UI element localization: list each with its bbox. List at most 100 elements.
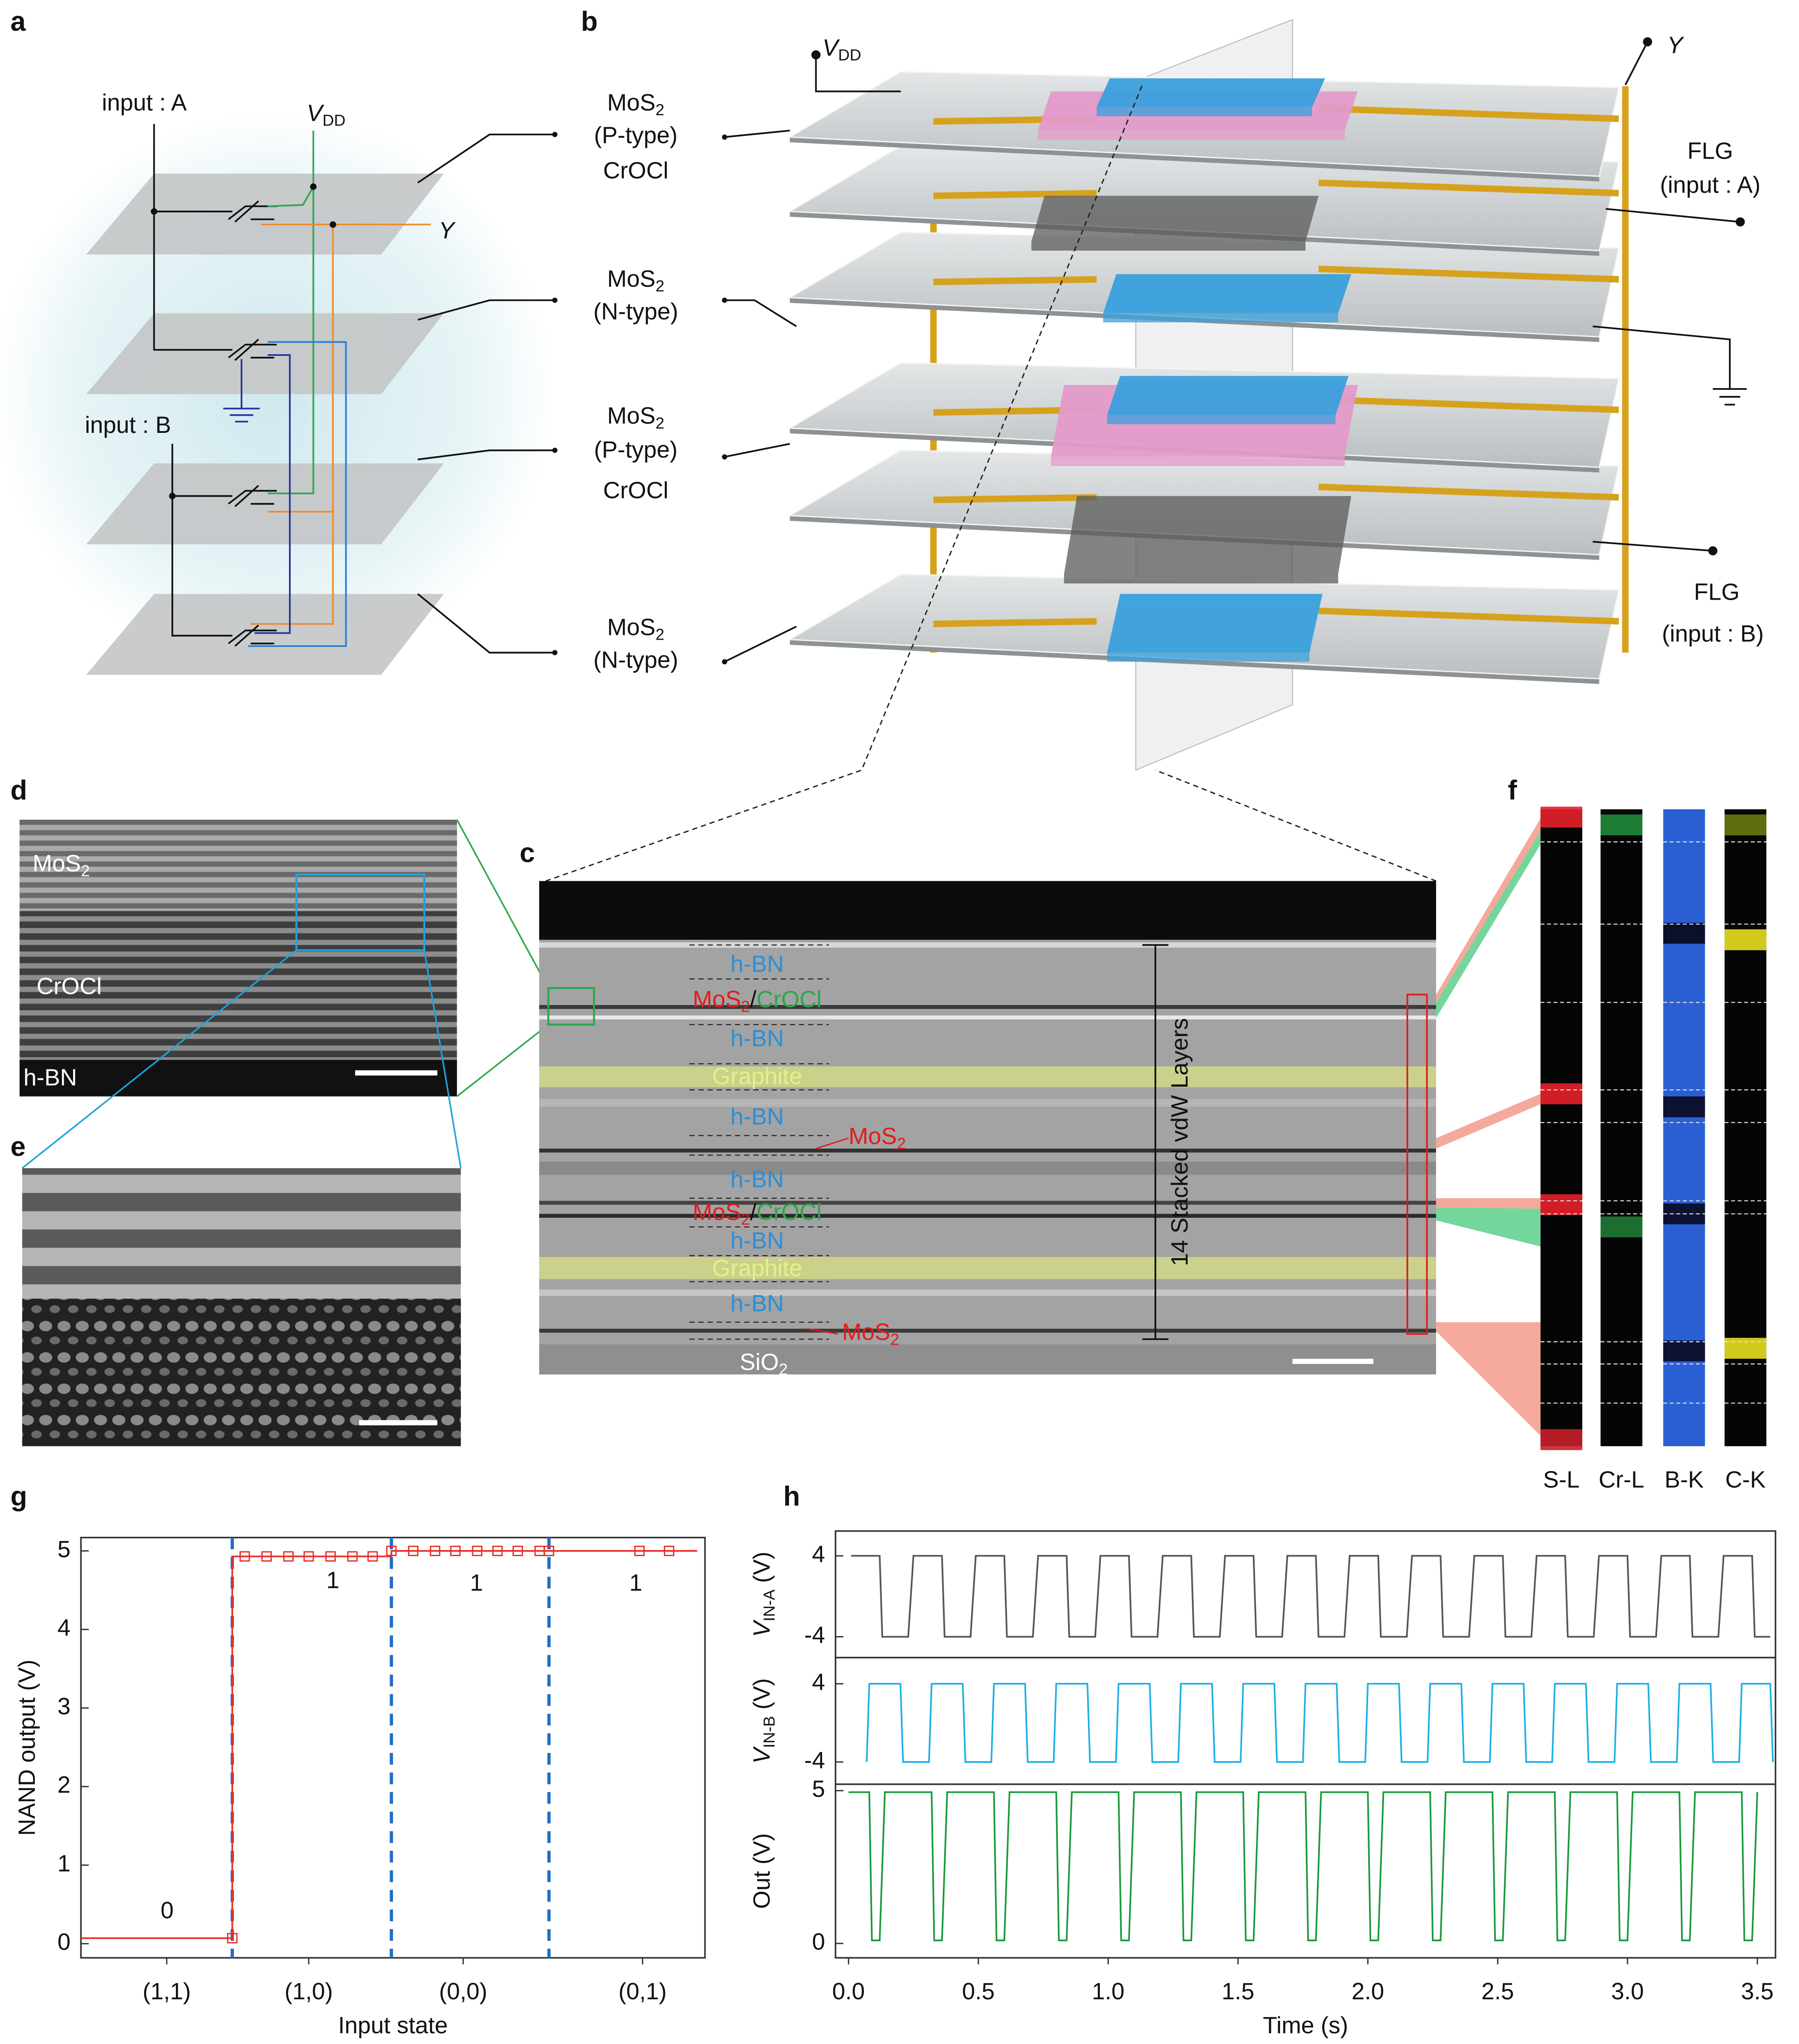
text-part: (P-type) xyxy=(594,122,678,148)
text-main: V xyxy=(307,100,325,126)
label: MoS2 xyxy=(842,1319,899,1348)
data-point xyxy=(227,1933,238,1943)
annotation: 1 xyxy=(326,1567,339,1594)
text-part: h-BN xyxy=(731,1290,784,1317)
label: S-L xyxy=(1543,1467,1580,1493)
label: B-K xyxy=(1664,1467,1704,1493)
device-layer xyxy=(1107,376,1349,415)
element-band xyxy=(1724,1338,1767,1359)
dot xyxy=(1708,546,1718,556)
element-band xyxy=(1540,1194,1582,1215)
device-side xyxy=(1107,653,1310,662)
plot-frame xyxy=(835,1657,1777,1785)
text-main: MoS xyxy=(607,266,655,292)
text-sub: 2 xyxy=(779,1360,788,1378)
wire xyxy=(234,339,259,361)
label: MoS2 xyxy=(607,614,664,644)
text-sub: 2 xyxy=(656,625,665,644)
wire xyxy=(228,343,277,359)
layer-stripe xyxy=(539,1344,1436,1375)
element-band xyxy=(1663,1096,1705,1118)
label: MoS2 xyxy=(607,266,664,295)
dot xyxy=(722,659,728,665)
layer-stripe xyxy=(539,1289,1436,1296)
x-axis-label: Input state xyxy=(338,2012,448,2038)
map-link xyxy=(1436,831,1541,1018)
text-part: CrOCl xyxy=(756,1199,822,1225)
text-main: MoS xyxy=(607,89,655,116)
series-line xyxy=(866,1682,1774,1763)
device-layer xyxy=(1064,496,1351,575)
wire xyxy=(815,55,901,92)
wire xyxy=(417,133,555,184)
text-sub: 2 xyxy=(897,1134,906,1152)
text-part: Y xyxy=(1667,32,1684,58)
wire xyxy=(725,299,797,327)
element-band xyxy=(1663,1340,1705,1361)
label: CrOCl xyxy=(603,157,669,184)
annotation: 0 xyxy=(160,1897,173,1924)
text-part: Graphite xyxy=(712,1255,802,1281)
data-point xyxy=(430,1545,441,1557)
dot xyxy=(552,132,558,137)
dot xyxy=(722,454,728,460)
label: (input : A) xyxy=(1660,172,1761,198)
device-side xyxy=(1107,415,1336,424)
wire xyxy=(234,624,259,647)
text-part: (N-type) xyxy=(593,647,678,673)
label: Cr-L xyxy=(1599,1467,1644,1493)
dot xyxy=(811,50,821,60)
panel-label: a xyxy=(10,6,26,37)
text-part: CrOCl xyxy=(756,986,822,1012)
text-part: CrOCl xyxy=(37,973,102,999)
y-tick-label: 0 xyxy=(58,1929,71,1955)
device-layer xyxy=(1031,196,1319,242)
y-tick-label: 2 xyxy=(58,1772,71,1798)
wire xyxy=(228,490,277,505)
wire xyxy=(171,496,233,637)
data-point xyxy=(663,1545,675,1557)
layer-edge xyxy=(789,137,1599,182)
wire xyxy=(234,485,259,507)
text-sub: 2 xyxy=(81,861,90,880)
map-link xyxy=(1436,1207,1541,1247)
map-link xyxy=(1436,1322,1541,1436)
layer-stripe xyxy=(539,1161,1436,1175)
wire xyxy=(228,629,277,644)
region-box xyxy=(1406,993,1428,1335)
eds-map xyxy=(1600,809,1642,1446)
element-band xyxy=(1600,814,1642,836)
text-part: (input : A) xyxy=(1660,172,1761,198)
text-part: Cr-L xyxy=(1599,1467,1644,1493)
wire xyxy=(250,224,334,625)
electrode xyxy=(1318,396,1619,414)
element-band xyxy=(1540,806,1582,828)
graphite-band xyxy=(539,1066,1436,1088)
eds-map xyxy=(1663,809,1705,1446)
x-tick-label: 0.5 xyxy=(962,1978,995,2004)
element-band xyxy=(1663,922,1705,944)
data-point xyxy=(261,1551,272,1562)
device-layer xyxy=(1107,594,1323,653)
label: Graphite xyxy=(712,1063,802,1089)
y-tick-label: 0 xyxy=(812,1929,825,1955)
element-band xyxy=(1600,1216,1642,1238)
text-main: MoS xyxy=(842,1319,890,1345)
text-sub: IN-B xyxy=(760,1716,778,1748)
data-point xyxy=(303,1551,314,1562)
wire xyxy=(1624,41,1649,86)
layer-stripe xyxy=(539,1214,1436,1218)
x-tick-label: 0.0 xyxy=(832,1978,865,2004)
text-part: Out (V) xyxy=(749,1833,775,1909)
dot xyxy=(552,650,558,656)
y-tick-label: 5 xyxy=(812,1776,825,1802)
text-part: (input : B) xyxy=(1662,621,1764,647)
label: h-BN xyxy=(731,1166,784,1192)
data-point xyxy=(634,1545,645,1557)
text-part: NAND output (V) xyxy=(14,1660,40,1836)
wire xyxy=(724,443,790,458)
wire xyxy=(1593,541,1713,552)
text-sub: 2 xyxy=(656,414,665,432)
text-part: Graphite xyxy=(712,1063,802,1089)
